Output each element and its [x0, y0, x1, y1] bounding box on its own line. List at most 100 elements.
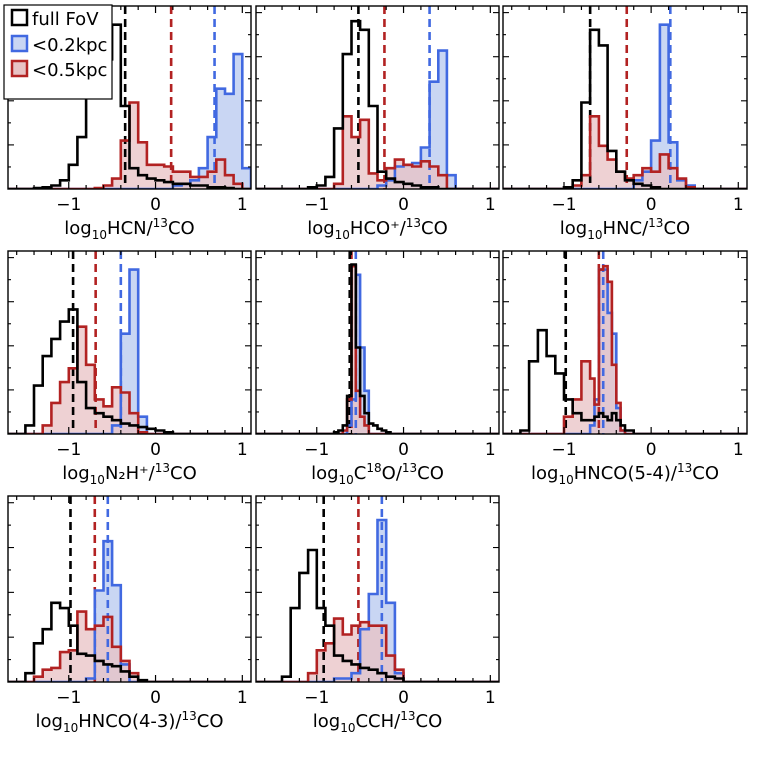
plot-area	[8, 251, 251, 434]
x-ticks	[8, 251, 251, 434]
x-ticks	[503, 6, 747, 189]
x-tick-label: 1	[485, 195, 496, 215]
x-tick-label: −1	[56, 440, 81, 460]
x-ticks	[8, 496, 251, 682]
x-tick-label: 0	[150, 195, 161, 215]
x-tick-label: 0	[646, 195, 657, 215]
hist-step-r05	[8, 101, 251, 189]
axes-frame	[255, 5, 500, 190]
plot-area	[8, 496, 251, 682]
x-axis-label: log10N₂H⁺/13CO	[62, 461, 197, 487]
x-axis-label: log10C18O/13CO	[311, 461, 444, 487]
hist-fill-r05	[8, 326, 251, 434]
hist-fill-r05	[503, 266, 747, 434]
x-tick-label: 1	[733, 440, 744, 460]
legend-swatch-r05	[10, 59, 29, 78]
hist-step-r05	[256, 264, 499, 434]
x-tick-label: −1	[551, 195, 576, 215]
x-ticks	[256, 251, 499, 434]
hist-fill-r02	[256, 520, 499, 682]
plot-area	[256, 496, 499, 682]
hist-step-r05	[8, 325, 251, 434]
x-tick-label: 1	[237, 440, 248, 460]
x-ticks	[256, 6, 499, 189]
hist-fill-r05	[256, 266, 499, 434]
x-axis-label: log10HCO⁺/13CO	[307, 216, 448, 242]
x-tick-label: 1	[237, 688, 248, 708]
legend-swatch-r02	[10, 34, 29, 53]
axes-frame	[502, 5, 748, 190]
legend-swatch-full	[10, 8, 29, 27]
hist-step-r02	[256, 273, 499, 434]
legend-label-r05: <0.5kpc	[32, 60, 107, 81]
hist-step-full	[503, 328, 747, 434]
hist-step-r05	[503, 264, 747, 434]
axes-frame	[255, 495, 500, 683]
hist-step-full	[8, 308, 251, 434]
x-axis-label: log10CCH/13CO	[313, 709, 443, 735]
legend-label-r02: <0.2kpc	[32, 35, 107, 56]
hist-fill-r02	[503, 24, 747, 189]
x-axis-label: log10HNC/13CO	[560, 216, 690, 242]
panel-3: −1 0 1 log10HNC/13CO	[502, 5, 748, 242]
x-tick-label: 1	[237, 195, 248, 215]
hist-fill-r02	[8, 269, 251, 434]
hist-fill-r02	[503, 269, 747, 434]
panel-8: −1 0 1 log10CCH/13CO	[255, 495, 500, 735]
x-ticks	[503, 251, 747, 434]
plot-area	[256, 6, 499, 189]
hist-step-r02	[8, 539, 251, 682]
axes-frame	[255, 250, 500, 435]
x-tick-label: 0	[398, 688, 409, 708]
x-tick-label: −1	[304, 440, 329, 460]
panel-4: −1 0 1 log10N₂H⁺/13CO	[7, 250, 252, 487]
x-tick-label: −1	[56, 195, 81, 215]
axes-frame	[502, 250, 748, 435]
x-ticks	[256, 496, 499, 682]
x-tick-label: 0	[398, 195, 409, 215]
x-tick-label: 1	[485, 440, 496, 460]
panel-6: −1 0 1 log10HNCO(5-4)/13CO	[502, 250, 748, 487]
hist-step-full	[8, 601, 251, 682]
hist-step-r05	[8, 610, 251, 682]
hist-step-r02	[8, 268, 251, 434]
hist-step-full	[256, 263, 499, 434]
hist-fill-r02	[256, 50, 499, 189]
plot-area	[503, 6, 747, 189]
hist-step-r02	[503, 23, 747, 189]
plot-area	[256, 251, 499, 434]
x-tick-label: −1	[304, 688, 329, 708]
x-tick-label: 1	[485, 688, 496, 708]
hist-step-full	[256, 548, 499, 682]
x-tick-label: −1	[56, 688, 81, 708]
legend: full FoV <0.2kpc <0.5kpc	[3, 4, 113, 100]
hist-step-full	[503, 28, 747, 189]
x-tick-label: 0	[150, 440, 161, 460]
hist-step-r02	[503, 268, 747, 434]
x-tick-label: 1	[733, 195, 744, 215]
x-axis-label: log10HCN/13CO	[64, 216, 194, 242]
panel-1: −1 0 1 log10HCN/13CO	[7, 5, 252, 242]
legend-label-full: full FoV	[32, 9, 99, 30]
hist-fill-r05	[8, 611, 251, 682]
hist-fill-r05	[256, 618, 499, 682]
x-tick-label: 0	[150, 688, 161, 708]
panel-2: −1 0 1 log10HCO⁺/13CO	[255, 5, 500, 242]
panel-7: −1 0 1 log10HNCO(4-3)/13CO	[7, 495, 252, 735]
hist-step-r02	[256, 518, 499, 682]
x-tick-label: −1	[551, 440, 576, 460]
axes-frame	[7, 250, 252, 435]
hist-step-r05	[256, 617, 499, 682]
axes-frame	[7, 495, 252, 683]
panel-5: −1 0 1 log10C18O/13CO	[255, 250, 500, 487]
plot-area	[503, 251, 747, 434]
x-tick-label: 0	[398, 440, 409, 460]
x-axis-label: log10HNCO(5-4)/13CO	[531, 461, 719, 487]
hist-step-full	[256, 19, 499, 189]
hist-step-r02	[8, 52, 251, 189]
hist-step-r05	[256, 115, 499, 189]
x-tick-label: 0	[646, 440, 657, 460]
